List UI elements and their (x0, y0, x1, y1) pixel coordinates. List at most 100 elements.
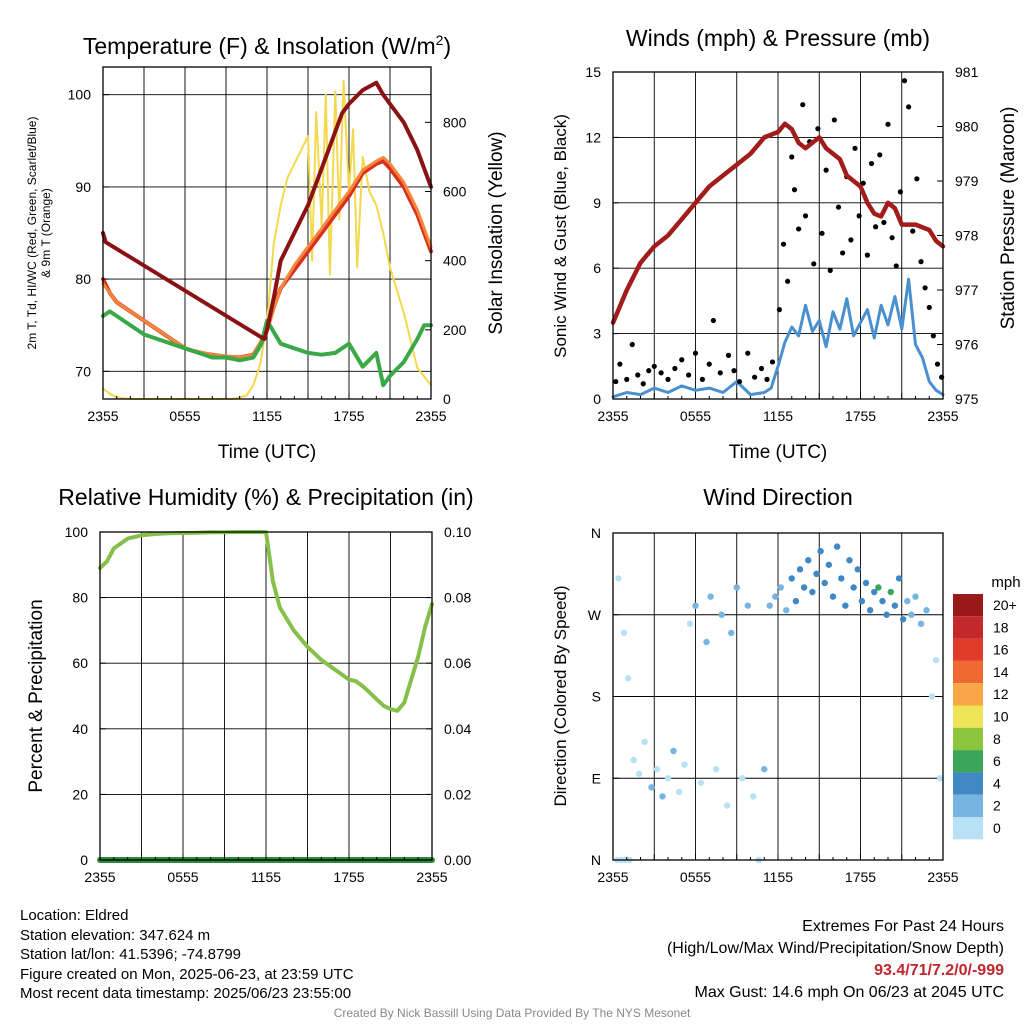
y-tick-label-70: 70 (75, 363, 91, 379)
direction-point (664, 775, 672, 782)
gust-point (717, 370, 723, 376)
gust-point (914, 176, 920, 182)
y2-tick-label-400: 400 (443, 253, 467, 269)
x-tick-label-2355: 2355 (84, 869, 115, 885)
winds-x-label: Time (UTC) (729, 442, 828, 463)
gust-point (800, 102, 806, 108)
y-tick-label-n: N (591, 852, 601, 868)
extremes-values: 93.4/71/7.2/0/-999 (874, 962, 1004, 979)
direction-point (904, 597, 911, 605)
gust-point (835, 204, 842, 210)
gust-point (918, 259, 924, 265)
direction-point (829, 593, 837, 600)
x-tick-label-2355: 2355 (416, 869, 447, 885)
x-tick-label-0555: 0555 (167, 869, 198, 885)
direction-point (800, 584, 808, 591)
y2-tick-label-200: 200 (443, 322, 467, 338)
series-9m-temperature-line (101, 155, 433, 359)
x-tick-label-2355: 2355 (597, 869, 628, 885)
gust-point (868, 160, 875, 167)
winds-title: Winds (mph) & Pressure (mb) (626, 25, 930, 51)
gust-point (624, 376, 630, 382)
direction-point (703, 638, 710, 646)
gust-point (848, 237, 854, 243)
legend-swatch-14 (953, 660, 983, 684)
series-heat-index-line (101, 80, 433, 342)
direction-point (866, 607, 874, 614)
direction-point (858, 597, 866, 605)
legend-swatch-0 (953, 817, 983, 840)
humidity-panel: Relative Humidity (%) & Precipitation (i… (26, 484, 474, 885)
gust-point (819, 230, 825, 236)
direction-point (733, 584, 740, 591)
x-tick-label-1155: 1155 (251, 869, 281, 885)
gust-point (699, 376, 705, 382)
direction-point (723, 802, 731, 809)
y2-tick-label-0-04: 0.04 (444, 721, 471, 737)
legend-label-18: 18 (993, 619, 1009, 635)
gust-point (815, 126, 821, 132)
gust-point (906, 104, 912, 110)
direction-point (675, 788, 683, 796)
y-tick-label-15: 15 (585, 64, 601, 80)
direction-point (783, 607, 790, 614)
extremes-title: Extremes For Past 24 Hours (802, 918, 1004, 935)
gust-point (776, 307, 782, 313)
winds-y-label: Sonic Wind & Gust (Blue, Black) (551, 114, 570, 358)
y-tick-label-80: 80 (72, 590, 88, 606)
direction-point (653, 765, 661, 773)
direction-point (871, 588, 878, 596)
direction-point (887, 588, 894, 596)
direction-point (635, 770, 643, 777)
direction-point (641, 738, 648, 746)
direction-point (833, 543, 841, 550)
x-tick-label-0555: 0555 (680, 869, 711, 885)
x-tick-label-2355: 2355 (927, 869, 958, 885)
direction-point (846, 557, 853, 564)
direction-point (923, 607, 930, 614)
legend-label-12: 12 (993, 686, 1009, 702)
gust-point (736, 378, 743, 385)
gust-point (796, 226, 802, 232)
gust-point (802, 213, 809, 219)
legend-label-16: 16 (993, 642, 1009, 658)
wind-direction-y-label: Direction (Colored By Speed) (551, 585, 570, 806)
direction-point (879, 597, 886, 605)
direction-point (809, 588, 816, 596)
direction-point (825, 561, 833, 568)
y2-tick-label-0-10: 0.10 (444, 524, 471, 540)
y2-tick-label-980: 980 (955, 119, 979, 135)
direction-point (908, 611, 915, 618)
y-tick-label-20: 20 (72, 786, 88, 802)
gust-point (934, 361, 941, 367)
y2-tick-label-0-08: 0.08 (444, 590, 471, 606)
legend-label-0: 0 (993, 820, 1001, 836)
gust-point (780, 241, 787, 247)
direction-point (744, 602, 751, 609)
station-info: Location: Eldred Station elevation: 347.… (20, 906, 354, 1004)
gust-point (864, 252, 870, 258)
temperature-title: Temperature (F) & Insolation (W/m2) (83, 32, 451, 59)
direction-point (630, 756, 637, 764)
gust-point (769, 359, 776, 365)
gust-point (860, 180, 866, 186)
y-tick-label-80: 80 (75, 271, 91, 287)
direction-point (912, 593, 919, 600)
x-tick-label-1755: 1755 (333, 869, 364, 885)
direction-point (777, 584, 784, 591)
pressure-y-label: Station Pressure (Maroon) (998, 107, 1019, 330)
direction-point (728, 629, 735, 637)
direction-point (796, 566, 804, 573)
direction-point (932, 656, 940, 664)
y2-tick-label-0-06: 0.06 (444, 655, 471, 671)
direction-point (805, 557, 812, 564)
legend-swatch-4 (953, 772, 983, 795)
legend-swatch-2 (953, 794, 983, 817)
x-tick-label-1755: 1755 (333, 408, 364, 424)
elevation-text: Station elevation: 347.624 m (20, 926, 211, 944)
gust-point (758, 365, 765, 372)
x-tick-label-1755: 1755 (845, 869, 876, 885)
gust-point (873, 224, 879, 230)
direction-point (883, 611, 890, 618)
y-tick-label-100: 100 (68, 87, 92, 103)
